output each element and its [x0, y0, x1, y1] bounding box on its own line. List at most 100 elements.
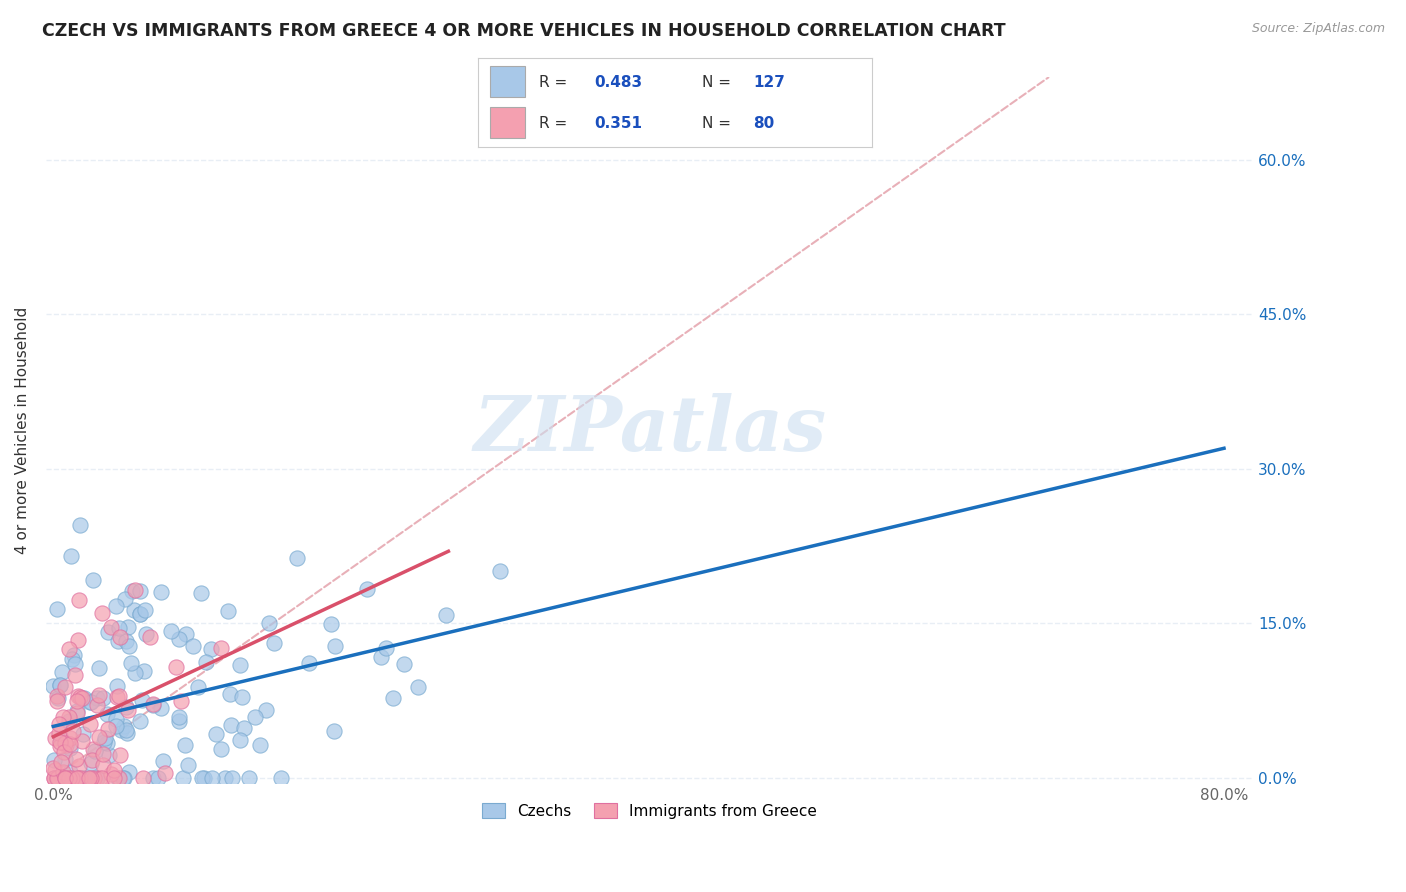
- Point: [263, 636, 285, 650]
- Point: [48, 678, 70, 692]
- Text: ZIPatlas: ZIPatlas: [472, 393, 827, 467]
- Point: [52, 771, 75, 785]
- Point: [86, 691, 108, 706]
- Point: [142, 698, 165, 712]
- Point: [51, 770, 73, 784]
- Point: [381, 691, 404, 706]
- Point: [209, 741, 232, 756]
- Point: [105, 719, 128, 733]
- Point: [65, 771, 87, 785]
- Point: [42, 753, 65, 767]
- Point: [142, 771, 165, 785]
- Point: [107, 690, 129, 704]
- Legend: Czechs, Immigrants from Greece: Czechs, Immigrants from Greece: [475, 797, 824, 825]
- Text: Source: ZipAtlas.com: Source: ZipAtlas.com: [1251, 22, 1385, 36]
- Point: [117, 703, 139, 717]
- Point: [52, 771, 75, 785]
- Point: [53, 680, 76, 694]
- Point: [90, 606, 112, 620]
- Point: [243, 709, 266, 723]
- Point: [62, 724, 84, 739]
- Point: [129, 607, 152, 621]
- Point: [87, 688, 110, 702]
- FancyBboxPatch shape: [489, 66, 526, 97]
- Point: [46, 771, 69, 785]
- Point: [129, 607, 152, 621]
- Point: [167, 714, 190, 729]
- Point: [77, 771, 100, 785]
- Point: [83, 771, 105, 785]
- Point: [60, 651, 83, 665]
- Point: [89, 660, 111, 674]
- Point: [121, 584, 143, 599]
- Point: [181, 640, 204, 654]
- Point: [58, 710, 80, 724]
- Point: [59, 549, 82, 563]
- Point: [124, 582, 146, 597]
- Point: [46, 690, 69, 704]
- Point: [69, 771, 91, 785]
- Point: [120, 656, 142, 670]
- Point: [375, 640, 398, 655]
- Point: [228, 657, 250, 672]
- Point: [104, 599, 127, 614]
- Point: [48, 735, 70, 749]
- FancyBboxPatch shape: [489, 107, 526, 138]
- Point: [80, 756, 103, 771]
- Point: [257, 615, 280, 630]
- Point: [105, 680, 128, 694]
- Point: [96, 736, 118, 750]
- Point: [59, 741, 82, 756]
- Point: [63, 648, 86, 662]
- Point: [66, 689, 89, 703]
- Point: [176, 627, 198, 641]
- Point: [153, 765, 176, 780]
- Point: [152, 754, 174, 768]
- Point: [51, 771, 73, 785]
- Point: [67, 592, 90, 607]
- Point: [100, 766, 122, 780]
- Point: [89, 730, 111, 744]
- Point: [59, 765, 82, 780]
- Point: [58, 714, 80, 729]
- Point: [107, 621, 129, 635]
- Point: [80, 771, 103, 785]
- Point: [63, 657, 86, 671]
- Point: [56, 771, 79, 785]
- Point: [229, 733, 252, 747]
- Point: [69, 517, 91, 532]
- Point: [94, 731, 117, 746]
- Point: [142, 698, 165, 712]
- Point: [59, 737, 82, 751]
- Point: [59, 731, 82, 745]
- Point: [46, 771, 69, 785]
- Point: [55, 738, 77, 752]
- Point: [66, 706, 89, 720]
- Point: [73, 771, 96, 785]
- Point: [187, 680, 209, 694]
- Point: [201, 771, 224, 785]
- Point: [107, 771, 129, 785]
- Point: [79, 695, 101, 709]
- Point: [84, 744, 107, 758]
- Point: [131, 692, 153, 706]
- Point: [219, 717, 242, 731]
- Point: [356, 582, 378, 596]
- Point: [91, 758, 114, 772]
- Point: [193, 771, 215, 785]
- Point: [53, 752, 76, 766]
- Point: [80, 695, 103, 709]
- Point: [96, 706, 118, 721]
- Point: [100, 620, 122, 634]
- Point: [70, 691, 93, 706]
- Point: [82, 742, 104, 756]
- Point: [238, 771, 260, 785]
- Point: [46, 693, 69, 707]
- Point: [298, 656, 321, 670]
- Point: [169, 710, 191, 724]
- Point: [191, 771, 214, 785]
- Point: [49, 756, 72, 770]
- Point: [323, 723, 346, 738]
- Point: [103, 771, 125, 785]
- Point: [112, 771, 135, 785]
